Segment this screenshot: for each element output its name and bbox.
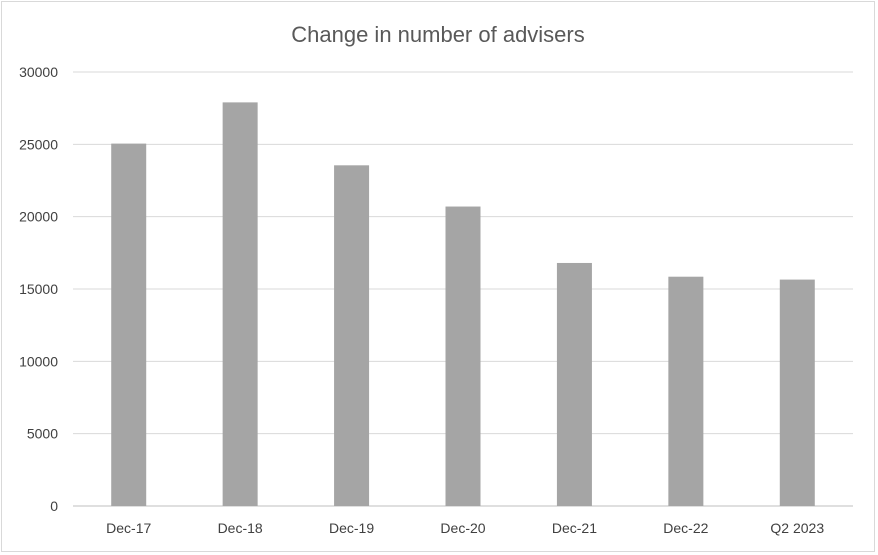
y-tick-label: 10000 [19, 353, 58, 369]
y-tick-label: 20000 [19, 209, 58, 225]
x-tick-label: Dec-21 [552, 520, 597, 536]
x-tick-label: Dec-17 [106, 520, 151, 536]
y-tick-label: 30000 [19, 64, 58, 80]
bar-dec-22 [668, 276, 704, 506]
bar-dec-20 [445, 206, 481, 507]
bars [111, 102, 815, 507]
bar-dec-18 [222, 102, 258, 506]
chart-title: Change in number of advisers [291, 22, 585, 47]
y-tick-label: 15000 [19, 281, 58, 297]
x-tick-label: Dec-19 [329, 520, 374, 536]
bar-q2-2023 [779, 279, 815, 506]
y-tick-label: 5000 [27, 426, 58, 442]
x-tick-label: Dec-18 [218, 520, 263, 536]
bar-dec-21 [556, 262, 592, 506]
bar-dec-19 [334, 165, 370, 506]
x-tick-label: Q2 2023 [770, 520, 824, 536]
y-tick-labels: 0 5000 10000 15000 20000 25000 30000 [19, 64, 58, 514]
x-tick-label: Dec-20 [440, 520, 485, 536]
x-tick-labels: Dec-17 Dec-18 Dec-19 Dec-20 Dec-21 Dec-22 Q2 2… [106, 520, 824, 536]
bar-dec-17 [111, 143, 147, 507]
y-tick-label: 0 [50, 498, 58, 514]
y-tick-label: 25000 [19, 136, 58, 152]
x-tick-label: Dec-22 [663, 520, 708, 536]
